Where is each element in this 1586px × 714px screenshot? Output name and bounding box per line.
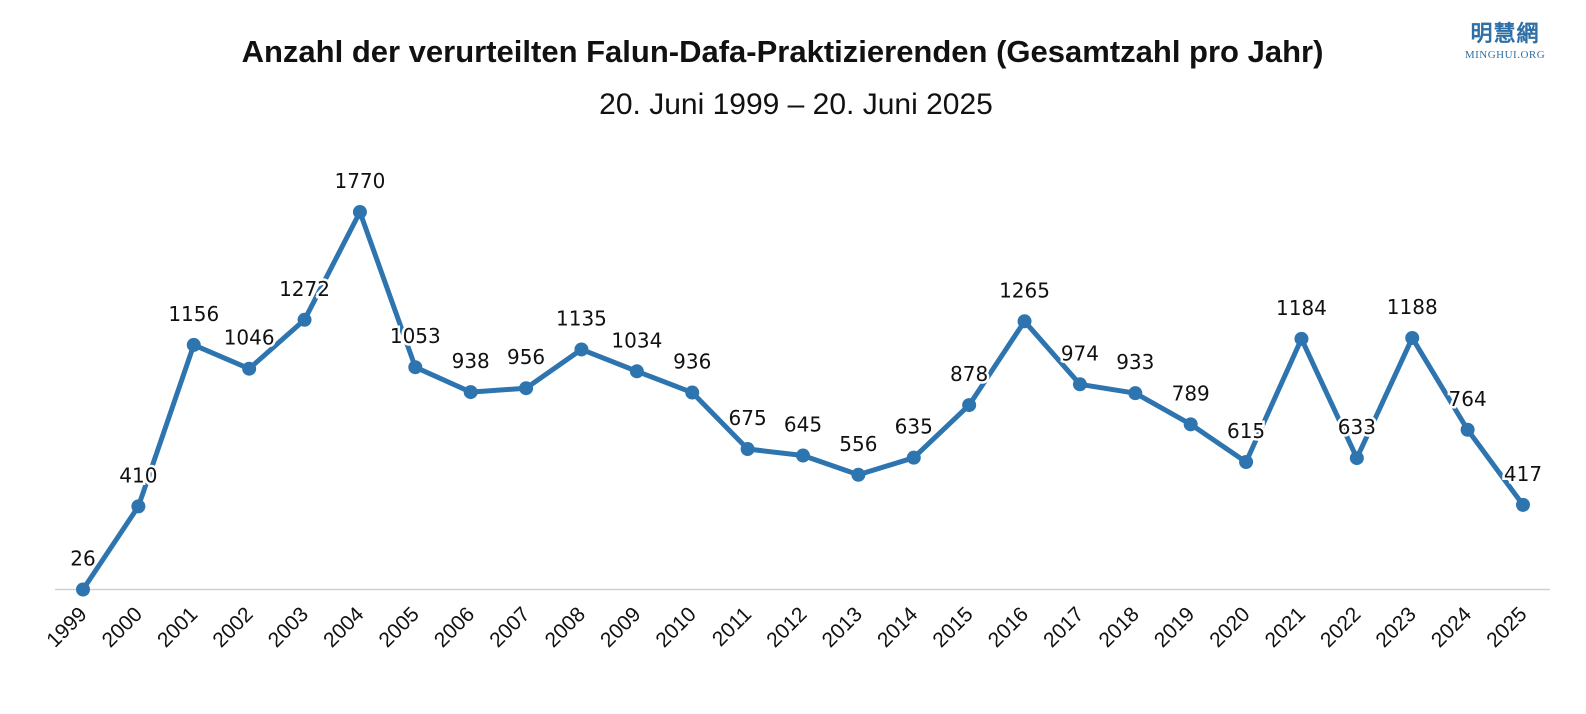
data-point-2013 [851, 467, 866, 482]
data-point-2015 [962, 398, 977, 413]
data-label-2009: 1034 [611, 328, 662, 352]
data-label-1999: 26 [70, 547, 95, 571]
chart-subtitle: 20. Juni 1999 – 20. Juni 2025 [599, 88, 993, 121]
data-point-2024 [1460, 422, 1475, 437]
data-label-2002: 1046 [224, 326, 275, 350]
x-tick-label-2022: 2022 [1316, 603, 1365, 652]
data-label-2014: 635 [895, 415, 933, 439]
data-label-2007: 956 [507, 345, 545, 369]
data-point-2011 [740, 442, 755, 457]
x-tick-label-2017: 2017 [1039, 603, 1088, 652]
data-point-2021 [1294, 331, 1309, 346]
data-label-2015: 878 [950, 362, 988, 386]
logo-english-text: MINGHUI.ORG [1464, 49, 1546, 61]
x-tick-label-2001: 2001 [153, 603, 202, 652]
logo-chinese-text: 明慧網 [1470, 21, 1540, 47]
x-tick-label-2011: 2011 [708, 603, 756, 651]
x-tick-label-2019: 2019 [1150, 603, 1199, 652]
x-tick-label-2025: 2025 [1482, 603, 1531, 652]
chart-title: Anzahl der verurteilten Falun-Dafa-Prakt… [241, 34, 1324, 69]
x-tick-label-2010: 2010 [651, 603, 700, 652]
x-tick-label-2018: 2018 [1095, 603, 1144, 652]
x-tick-label-2005: 2005 [375, 603, 424, 652]
data-point-1999 [76, 582, 90, 597]
data-label-2006: 938 [452, 349, 490, 373]
data-point-2005 [408, 360, 423, 375]
minghui-logo: 明慧網 MINGHUI.ORG [1448, 16, 1562, 61]
x-tick-label-2002: 2002 [208, 603, 257, 652]
series-line [80, 209, 1526, 591]
data-label-2012: 645 [784, 413, 822, 437]
data-point-2001 [186, 337, 201, 352]
data-point-2016 [1017, 314, 1032, 329]
data-point-2007 [519, 381, 534, 396]
x-tick-labels-group: 1999 2000 2001 2002 2003 2004 2005 2006 2007 2008… [42, 603, 1531, 653]
x-tick-label-2012: 2012 [762, 603, 811, 652]
x-tick-label-2008: 2008 [541, 603, 590, 652]
data-label-2001: 1156 [168, 302, 219, 326]
data-label-2011: 675 [729, 406, 767, 430]
x-tick-label-2007: 2007 [485, 603, 534, 652]
data-label-2024: 764 [1449, 387, 1487, 411]
x-tick-label-2009: 2009 [596, 603, 645, 652]
data-point-2025 [1516, 497, 1530, 512]
data-point-2019 [1183, 417, 1198, 432]
data-label-2000: 410 [119, 463, 157, 487]
data-label-2018: 933 [1116, 350, 1154, 374]
data-point-2006 [463, 385, 478, 400]
series-group [76, 205, 1530, 597]
x-tick-label-2016: 2016 [984, 603, 1033, 652]
data-point-2022 [1349, 451, 1364, 466]
x-tick-label-2020: 2020 [1205, 603, 1254, 652]
x-tick-label-1999: 1999 [42, 603, 91, 652]
x-tick-label-2021: 2021 [1261, 603, 1310, 652]
x-tick-label-2024: 2024 [1427, 603, 1477, 653]
data-label-2022: 633 [1338, 415, 1376, 439]
data-point-2000 [131, 499, 146, 514]
x-tick-label-2023: 2023 [1371, 603, 1420, 652]
data-point-2023 [1405, 330, 1420, 345]
data-point-2014 [906, 450, 921, 465]
data-point-2008 [574, 342, 589, 357]
data-point-2009 [629, 364, 644, 379]
data-label-2005: 1053 [390, 324, 441, 348]
data-point-2004 [352, 205, 367, 219]
data-label-2020: 615 [1227, 419, 1265, 443]
x-tick-label-2006: 2006 [430, 603, 479, 652]
data-point-2002 [242, 361, 257, 376]
data-label-2008: 1135 [556, 306, 607, 330]
data-label-2010: 936 [673, 350, 711, 374]
data-point-2012 [796, 448, 810, 463]
data-label-2025: 417 [1504, 462, 1542, 486]
data-point-2010 [685, 385, 700, 400]
x-tick-label-2015: 2015 [928, 603, 977, 652]
x-tick-label-2000: 2000 [98, 603, 147, 652]
data-label-2016: 1265 [999, 278, 1050, 302]
data-label-2013: 556 [839, 432, 877, 456]
data-point-2020 [1239, 455, 1254, 470]
data-point-2018 [1128, 386, 1143, 401]
x-tick-label-2013: 2013 [818, 603, 867, 652]
data-point-2017 [1072, 377, 1087, 392]
x-tick-label-2003: 2003 [264, 603, 313, 652]
data-label-2017: 974 [1061, 341, 1099, 365]
data-point-2003 [297, 312, 312, 327]
data-label-2023: 1188 [1387, 295, 1438, 319]
x-tick-label-2004: 2004 [319, 603, 369, 653]
x-tick-label-2014: 2014 [873, 603, 923, 653]
data-label-2004: 1770 [334, 169, 385, 193]
data-label-2021: 1184 [1276, 296, 1327, 320]
data-label-2019: 789 [1172, 381, 1210, 405]
data-label-2003: 1272 [279, 277, 330, 301]
